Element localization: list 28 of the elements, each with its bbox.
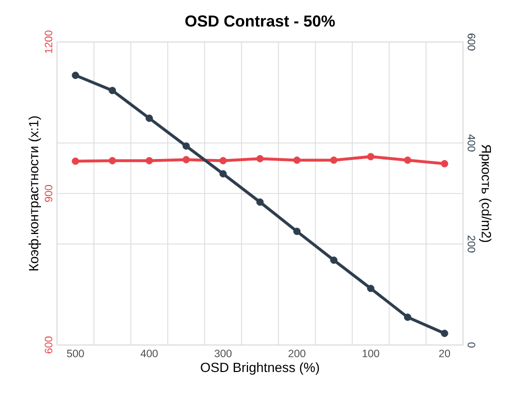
y-tick-label: 600 — [44, 336, 52, 354]
y2-tick-label: 600 — [468, 34, 476, 50]
x-tick-label: 500 — [67, 350, 84, 358]
y2-tick-label: 0 — [468, 342, 476, 348]
point — [293, 228, 301, 236]
point — [367, 284, 374, 292]
point — [404, 314, 412, 321]
point — [219, 170, 227, 178]
point — [146, 114, 153, 122]
point — [330, 256, 338, 264]
y2-tick-label: 400 — [468, 134, 476, 152]
chart-title: OSD Contrast - 50% — [185, 15, 335, 27]
x-tick-label: 200 — [288, 350, 306, 358]
point — [440, 330, 448, 338]
point — [108, 86, 116, 94]
y2-tick-label: 200 — [468, 236, 476, 252]
x-tick-label: 20 — [439, 350, 450, 358]
point — [256, 198, 264, 206]
point — [182, 142, 190, 150]
x-axis-title: OSD Brightness (%) — [200, 362, 319, 375]
y-axis-title: Коэф.контрастности (x:1) — [28, 116, 41, 270]
point — [72, 72, 80, 79]
y-tick-label: 900 — [44, 185, 52, 202]
x-tick-label: 400 — [140, 350, 158, 358]
y-tick-label: 1200 — [44, 30, 52, 54]
y2-axis-title: Яркость (cd/m2) — [479, 144, 492, 242]
x-tick-label: 300 — [214, 350, 232, 358]
x-tick-label: 100 — [362, 350, 380, 358]
